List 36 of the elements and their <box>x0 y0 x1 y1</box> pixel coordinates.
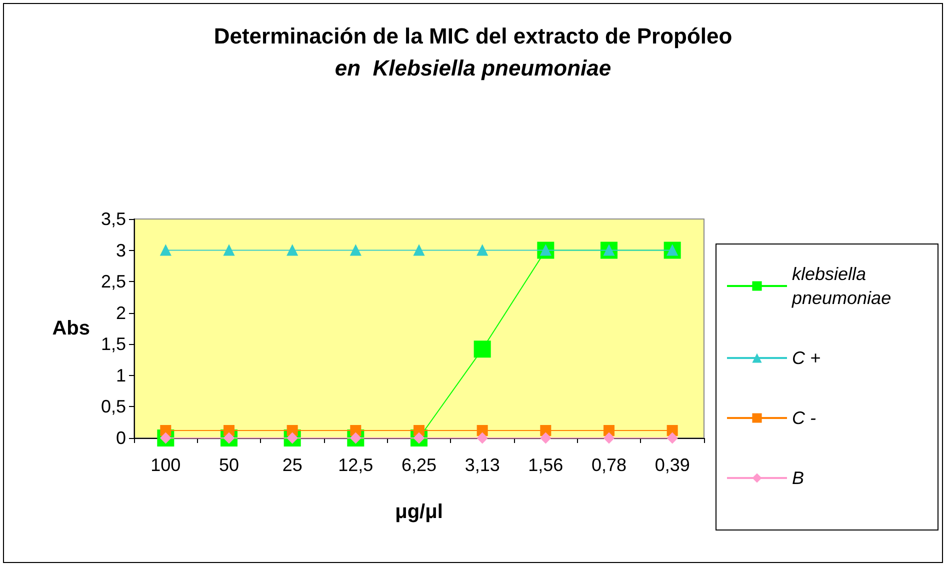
x-tick-label: 6,25 <box>401 455 437 475</box>
point <box>160 244 172 256</box>
x-axis-title: μg/μl <box>395 501 443 523</box>
legend-label: klebsiella pneumoniae <box>791 264 892 308</box>
point <box>286 244 298 256</box>
point <box>350 244 362 256</box>
chart-title: Determinación de la MIC del extracto de Propóleo <box>214 24 732 48</box>
x-tick-label: 12,5 <box>338 455 374 475</box>
point <box>414 244 424 256</box>
x-tick-label: 25 <box>282 455 302 475</box>
point <box>476 244 488 256</box>
x-tick-label: 0,39 <box>654 455 690 475</box>
y-tick-label: 0 <box>116 428 126 448</box>
point <box>604 432 614 444</box>
chart-subtitle: en Klebsiella pneumoniae <box>334 56 612 80</box>
y-tick-label: 2 <box>116 302 126 323</box>
point <box>666 432 678 444</box>
y-tick-label: 1 <box>116 365 126 386</box>
legend-label: B <box>792 468 804 488</box>
x-tick-label: 0,78 <box>591 455 627 475</box>
point <box>476 432 488 444</box>
y-tick-label: 1,5 <box>100 334 126 354</box>
x-tick-label: 50 <box>218 455 240 475</box>
legend-label: C + <box>792 348 821 368</box>
point <box>224 244 234 256</box>
x-tick-label: 100 <box>150 455 181 475</box>
y-tick-label: 2,5 <box>100 272 126 292</box>
y-axis-title: Abs <box>52 318 90 340</box>
point <box>540 432 552 444</box>
point <box>474 340 491 358</box>
y-tick-label: 0,5 <box>100 396 126 417</box>
y-tick-label: 3 <box>116 240 126 260</box>
y-tick-label: 3,5 <box>100 209 126 229</box>
legend-label: C - <box>792 408 816 428</box>
x-tick-label: 1,56 <box>528 455 564 475</box>
x-tick-label: 3,13 <box>464 455 500 475</box>
